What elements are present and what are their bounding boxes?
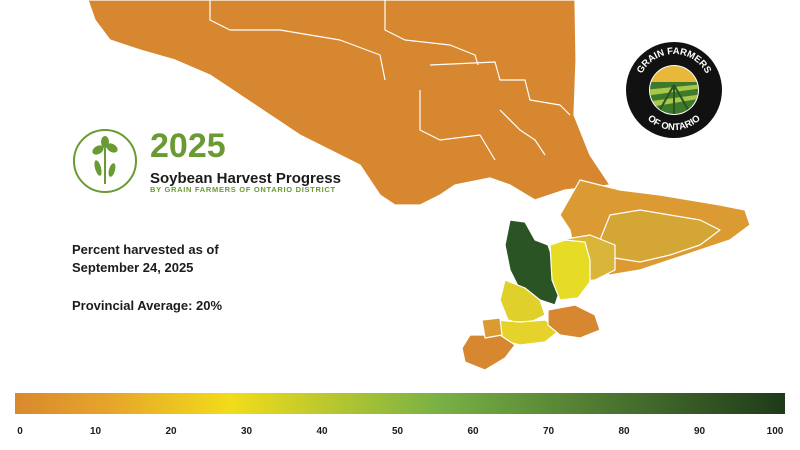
provincial-average: Provincial Average: 20% [72, 298, 223, 313]
scale-tick-label: 20 [165, 426, 177, 437]
scale-tick-label: 40 [316, 426, 328, 437]
page-subtitle: Soybean Harvest Progress [150, 170, 341, 187]
district-huron-perth[interactable] [499, 279, 546, 326]
district-essex-kent[interactable] [461, 334, 516, 371]
as-of-date: Percent harvested as of September 24, 20… [72, 242, 219, 275]
scale-ticks: 0 10 20 30 40 50 60 70 80 90 100 [0, 426, 800, 442]
scale-tick-label: 60 [467, 426, 479, 437]
scale-tick-label: 90 [693, 426, 706, 437]
byline: BY GRAIN FARMERS OF ONTARIO DISTRICT [150, 185, 336, 194]
district-bruce-grey[interactable] [504, 219, 561, 306]
grain-farmers-logo: GRAIN FARMERS OF ONTARIO [626, 42, 722, 138]
ontario-district-map [87, 0, 751, 371]
district-northern-ontario[interactable] [87, 0, 611, 206]
soybean-plant-icon [73, 129, 137, 193]
northern-boundary-lines [209, 0, 571, 161]
district-lambton[interactable] [481, 317, 503, 339]
scale-tick-label: 10 [89, 426, 102, 437]
scale-tick-label: 0 [17, 426, 23, 437]
year-title: 2025 [150, 127, 226, 165]
district-niagara[interactable] [547, 304, 601, 339]
scale-tick-label: 70 [542, 426, 555, 437]
scale-tick-label: 30 [240, 426, 253, 437]
district-simcoe[interactable] [549, 239, 591, 301]
scale-tick-label: 50 [391, 426, 404, 437]
scale-tick-label: 100 [766, 426, 784, 437]
scale-tick-label: 80 [618, 426, 630, 437]
harvest-scale-bar [15, 393, 785, 414]
